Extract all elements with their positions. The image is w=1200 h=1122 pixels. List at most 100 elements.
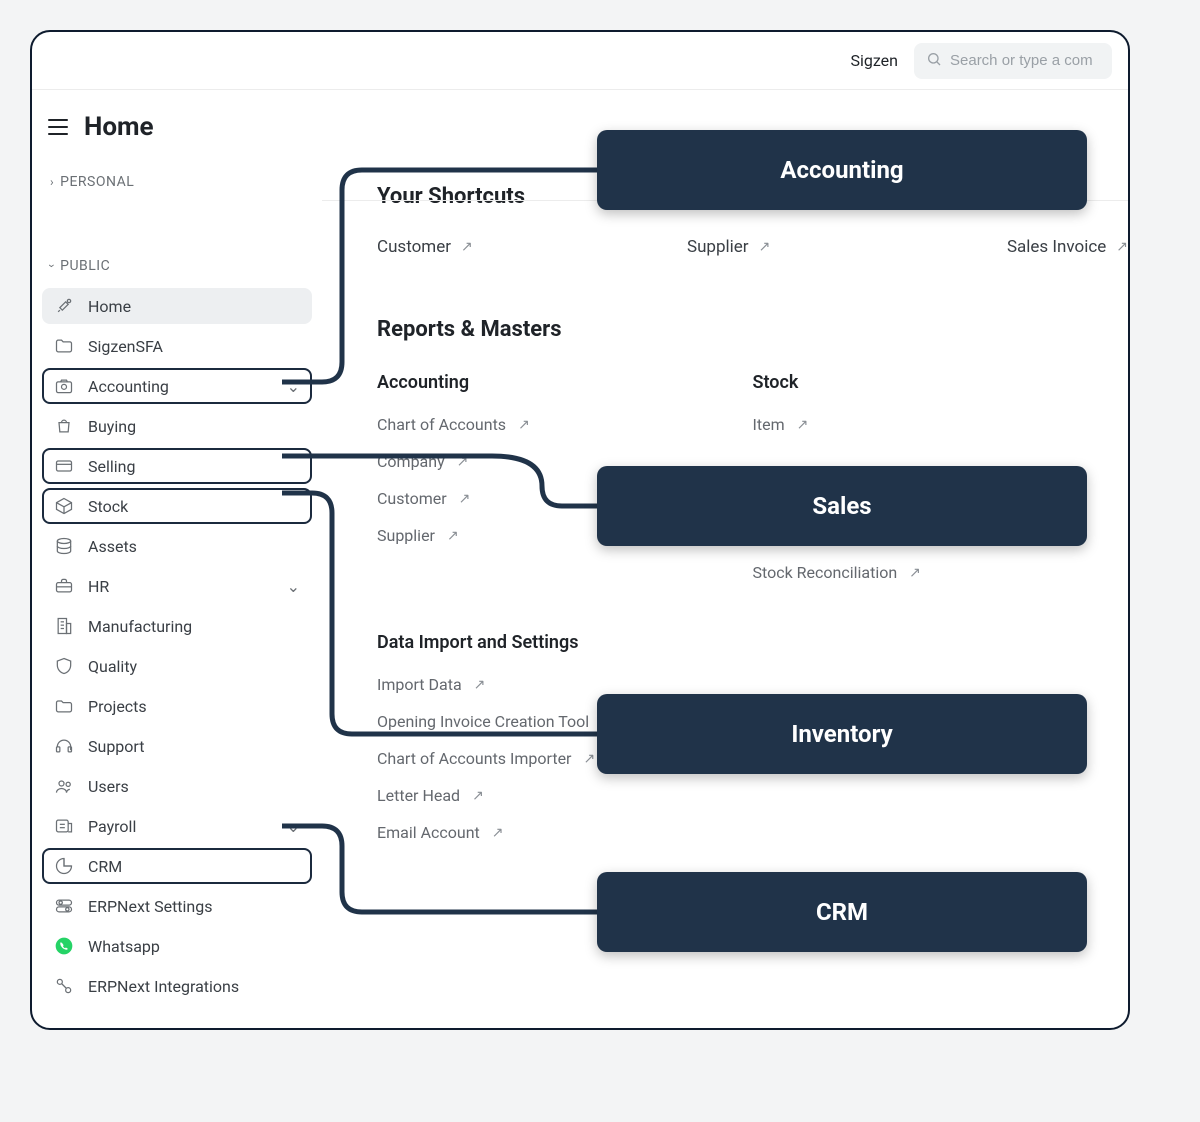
link-label: Supplier (377, 526, 435, 545)
nav-label: ERPNext Settings (88, 897, 300, 916)
nav-label: Stock (88, 497, 300, 516)
titlebar: Home (42, 112, 312, 150)
arrow-icon: ↗ (1116, 239, 1128, 255)
link-label: Opening Invoice Creation Tool (377, 712, 589, 731)
sidebar-item-home[interactable]: Home (42, 288, 312, 324)
topbar-user[interactable]: Sigzen (850, 51, 898, 70)
sidebar-item-hr[interactable]: HR ⌄ (42, 568, 312, 604)
nav-label: HR (88, 577, 273, 596)
nav-label: Projects (88, 697, 300, 716)
nav-label: Support (88, 737, 300, 756)
shortcut-label: Supplier (687, 237, 749, 257)
link-label: Company (377, 452, 445, 471)
nav-label: CRM (88, 857, 300, 876)
link-label: Import Data (377, 675, 462, 694)
sidebar-item-assets[interactable]: Assets (42, 528, 312, 564)
menu-icon[interactable] (48, 119, 68, 135)
arrow-icon: ↗ (472, 788, 484, 804)
folder2-icon (54, 696, 74, 716)
sidebar-item-payroll[interactable]: Payroll⌄ (42, 808, 312, 844)
toggles-icon (54, 896, 74, 916)
nav-label: Selling (88, 457, 300, 476)
sidebar-item-stock[interactable]: Stock (42, 488, 312, 524)
link-item[interactable]: Stock Reconciliation↗ (753, 563, 1129, 582)
arrow-icon: ↗ (474, 677, 486, 693)
shortcut-label: Customer (377, 237, 451, 257)
sidebar-item-projects[interactable]: Projects (42, 688, 312, 724)
page-title: Home (84, 112, 154, 142)
arrow-icon: ↗ (583, 751, 595, 767)
shortcut-customer[interactable]: Customer ↗ (377, 237, 687, 257)
search-icon (926, 51, 942, 71)
shortcut-label: Sales Invoice (1007, 237, 1106, 257)
callout-accounting: Accounting (597, 130, 1087, 210)
sidebar-section-personal[interactable]: › PERSONAL (42, 150, 312, 194)
chevron-down-icon: ⌄ (287, 377, 300, 396)
sidebar: Home › PERSONAL › PUBLIC Home SigzenSFA Ac… (32, 90, 322, 1028)
nav-label: Buying (88, 417, 300, 436)
nav-label: Quality (88, 657, 300, 676)
sidebar-item-crm[interactable]: CRM (42, 848, 312, 884)
shortcut-supplier[interactable]: Supplier↗ (687, 237, 1007, 257)
sidebar-item-accounting[interactable]: Accounting ⌄ (42, 368, 312, 404)
whatsapp-icon (54, 936, 74, 956)
section-label: PERSONAL (60, 174, 134, 190)
box-icon (54, 496, 74, 516)
card-icon (54, 456, 74, 476)
nav-label: Accounting (88, 377, 273, 396)
arrow-icon: ↗ (459, 491, 471, 507)
piechart-icon (54, 856, 74, 876)
link-item[interactable]: Import Data ↗ (377, 675, 1128, 694)
callout-inventory: Inventory (597, 694, 1087, 774)
nav-label: ERPNext Integrations (88, 977, 300, 996)
app-window: Sigzen Home › PERSONAL › PUBLIC Home Sigz… (30, 30, 1130, 1030)
link-item[interactable]: Letter Head↗ (377, 786, 1128, 805)
chevron-down-icon: ⌄ (287, 817, 300, 836)
app-logo (48, 47, 76, 75)
bag-icon (54, 416, 74, 436)
reports-title: Reports & Masters (377, 317, 1128, 342)
headset-icon (54, 736, 74, 756)
sidebar-item-selling[interactable]: Selling (42, 448, 312, 484)
arrow-icon: ↗ (492, 825, 504, 841)
users-icon (54, 776, 74, 796)
sidebar-item-buying[interactable]: Buying (42, 408, 312, 444)
link-item[interactable]: Email Account ↗ (377, 823, 1128, 842)
sidebar-item-whatsapp[interactable]: Whatsapp (42, 928, 312, 964)
section-label: PUBLIC (60, 258, 110, 274)
building-icon (54, 616, 74, 636)
topbar: Sigzen (32, 32, 1128, 90)
sidebar-item-sigzensfa[interactable]: SigzenSFA (42, 328, 312, 364)
column-title: Stock (753, 372, 1129, 393)
column-title: Accounting (377, 372, 753, 393)
link-label: Item (753, 415, 785, 434)
sidebar-item-quality[interactable]: Quality (42, 648, 312, 684)
tools-icon (54, 296, 74, 316)
sidebar-section-public[interactable]: › PUBLIC (42, 234, 312, 278)
link-item[interactable]: Item ↗ (753, 415, 1129, 434)
search-box[interactable] (914, 43, 1112, 79)
chevron-down-icon: › (45, 264, 59, 268)
sidebar-item-erpnext-settings[interactable]: ERPNext Settings (42, 888, 312, 924)
sidebar-item-manufacturing[interactable]: Manufacturing (42, 608, 312, 644)
arrow-icon: ↗ (797, 417, 809, 433)
chevron-down-icon: ⌄ (287, 577, 300, 596)
link-label: Customer (377, 489, 447, 508)
nav-label: Home (88, 297, 300, 316)
nav-label: Assets (88, 537, 300, 556)
link-label: Stock Reconciliation (753, 563, 898, 582)
callout-crm: CRM (597, 872, 1087, 952)
shield-icon (54, 656, 74, 676)
payroll-icon (54, 816, 74, 836)
shortcuts-row: Customer ↗ Supplier↗ Sales Invoice ↗ (377, 237, 1128, 257)
arrow-icon: ↗ (461, 239, 473, 255)
shortcut-sales-invoice[interactable]: Sales Invoice ↗ (1007, 237, 1128, 257)
sidebar-item-erpnext-integrations[interactable]: ERPNext Integrations (42, 968, 312, 1004)
briefcase-icon (54, 576, 74, 596)
search-input[interactable] (950, 52, 1100, 69)
link-item[interactable]: Chart of Accounts↗ (377, 415, 753, 434)
sidebar-item-support[interactable]: Support (42, 728, 312, 764)
nav-label: Users (88, 777, 300, 796)
link-label: Email Account (377, 823, 480, 842)
sidebar-item-users[interactable]: Users (42, 768, 312, 804)
